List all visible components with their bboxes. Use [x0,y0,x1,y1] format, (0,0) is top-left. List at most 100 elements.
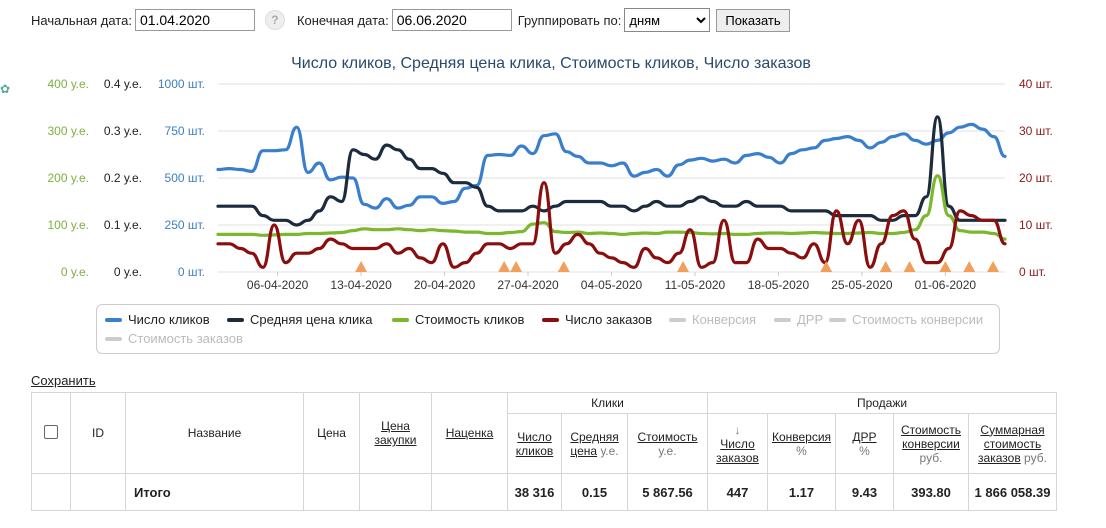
event-marker-triangle [939,261,952,272]
conv-cost-unit: руб. [919,450,943,465]
start-date-input[interactable] [134,9,255,31]
stats-table: ID Название Цена Цена закупки Наценка Кл… [31,392,1057,511]
end-date-input[interactable] [391,9,512,31]
total-id-cell [70,473,126,511]
cpc-axis-label: 0.2 у.е. [104,171,142,185]
legend-item[interactable]: Стоимость кликов [392,312,524,327]
markup-header-label[interactable]: Наценка [445,426,494,440]
total-cost-header[interactable]: Суммарная стоимость заказов руб. [968,413,1057,474]
x-tick-label: 13-04-2020 [330,278,392,292]
event-marker-triangle [498,261,511,272]
total-cost-cell: 5 867.56 [627,473,708,511]
select-all-checkbox[interactable] [44,424,58,439]
conversion-header[interactable]: Конверсия% [767,413,836,474]
id-header[interactable]: ID [70,392,126,474]
sort-arrow-icon: ↓ [734,422,741,437]
cpc-header[interactable]: Средняя цена у.е. [561,413,628,474]
clicks-axis-label: 1000 шт. [158,77,205,91]
legend-item[interactable]: Число кликов [105,312,210,327]
legend-item[interactable]: Стоимость конверсии [829,312,983,327]
event-marker-triangle [903,261,916,272]
legend-item[interactable]: Средняя цена клика [227,312,372,327]
event-marker-triangle [963,261,976,272]
x-tick-label: 01-06-2020 [915,278,977,292]
axis-labels: 400 у.е. 300 у.е. 200 у.е. 100 у.е. 0 у.е. 0.… [48,77,1053,279]
total-clicks-cell: 38 316 [507,473,562,511]
legend-swatch [227,317,244,322]
cost-header-label[interactable]: Стоимость [637,429,698,444]
save-link[interactable]: Сохранить [31,373,96,388]
total-cost-header-label[interactable]: Суммарная стоимость заказов [978,422,1045,465]
help-icon[interactable]: ? [264,10,285,30]
series-lines [216,115,1007,269]
cost-axis-label: 200 у.е. [48,171,90,185]
cpc-axis-label: 0 у.е. [114,265,142,279]
legend-swatch [669,317,686,322]
total-price-cell [303,473,360,511]
name-header[interactable]: Название [125,392,304,474]
legend-item[interactable]: Конверсия [669,312,756,327]
legend-label: Стоимость кликов [415,312,525,327]
x-axis-ticks: 06-04-2020 13-04-2020 20-04-2020 27-04-2020… [247,272,976,292]
legend-label: ДРР [797,312,824,327]
clicks-count-header-label[interactable]: Число кликов [515,429,554,458]
drr-unit: % [859,443,870,458]
conversion-unit: % [796,443,807,458]
group-by-label: Группировать по: [517,12,622,28]
cpc-axis-label: 0.3 у.е. [104,124,142,138]
cost-axis-label: 400 у.е. [48,77,90,91]
purchase-price-header[interactable]: Цена закупки [359,392,432,474]
orders-header-label[interactable]: Число заказов [716,436,759,465]
event-marker-triangle [355,261,368,272]
cpc-axis-label: 0.1 у.е. [104,218,142,232]
orders-axis-label: 20 шт. [1019,171,1053,185]
cost-axis-label: 300 у.е. [48,124,90,138]
total-markup-cell [431,473,508,511]
clicks-axis-label: 750 шт. [165,124,205,138]
orders-axis-label: 40 шт. [1019,77,1053,91]
legend-label: Стоимость заказов [128,331,243,346]
x-tick-label: 25-05-2020 [831,278,893,292]
select-all-cell [31,392,71,474]
series-line [216,122,1007,210]
clicks-group-header: Клики [507,392,708,414]
total-orders-cell: 447 [707,473,768,511]
filter-toolbar: Начальная дата: ? Конечная дата: Группир… [31,8,790,32]
drr-header[interactable]: ДРР% [835,413,894,474]
legend-label: Число заказов [565,312,653,327]
clicks-axis-label: 500 шт. [165,171,205,185]
orders-header[interactable]: ↓ Число заказов [707,413,768,474]
price-header[interactable]: Цена [303,392,360,474]
x-tick-label: 20-04-2020 [414,278,476,292]
series-line [216,115,1007,227]
conv-cost-header[interactable]: Стоимость конверсии руб. [893,413,969,474]
clicks-count-header[interactable]: Число кликов [507,413,562,474]
event-marker-triangle [677,261,690,272]
end-date-label: Конечная дата: [296,12,389,28]
x-tick-label: 27-04-2020 [497,278,559,292]
sales-group-header: Продажи [707,392,1057,414]
orders-axis-label: 30 шт. [1019,124,1053,138]
markup-header[interactable]: Наценка [431,392,508,474]
clicks-axis-label: 250 шт. [165,218,205,232]
purchase-price-header-label[interactable]: Цена закупки [374,419,417,447]
conversion-header-label[interactable]: Конверсия [771,429,832,444]
legend-label: Средняя цена клика [250,312,373,327]
show-button[interactable]: Показать [716,8,790,32]
cost-header[interactable]: Стоимость у.е. [627,413,708,474]
leaf-icon: ✿ [0,82,11,96]
legend-item[interactable]: ДРР [774,312,823,327]
legend-swatch [774,317,791,322]
total-cpc-cell: 0.15 [561,473,628,511]
legend-label: Стоимость конверсии [852,312,984,327]
conv-cost-header-label[interactable]: Стоимость конверсии [900,422,962,451]
cpc-header-label[interactable]: Средняя цена [570,429,619,458]
legend-item[interactable]: Стоимость заказов [105,331,243,346]
event-marker-triangle [557,261,570,272]
drr-header-label[interactable]: ДРР [852,429,877,444]
orders-axis-label: 0 шт. [1019,265,1046,279]
cpc-axis-label: 0.4 у.е. [104,77,142,91]
legend-item[interactable]: Число заказов [542,312,652,327]
event-markers [355,261,1000,272]
group-by-select[interactable]: дням [624,8,711,32]
